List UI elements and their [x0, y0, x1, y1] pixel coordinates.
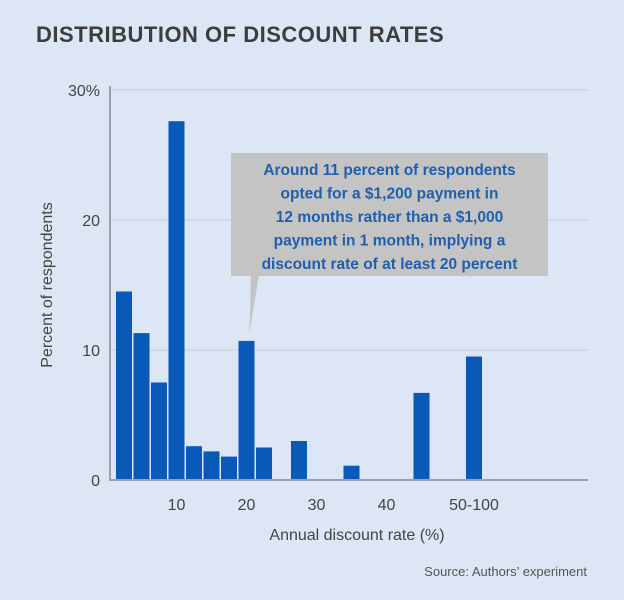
x-tick-label: 50-100	[449, 497, 499, 514]
bar	[116, 291, 132, 480]
callout-text-line: opted for a $1,200 payment in	[281, 186, 499, 203]
bar	[466, 356, 482, 480]
y-tick-label: 10	[82, 343, 100, 360]
bar	[168, 121, 185, 480]
x-tick-label: 20	[238, 497, 256, 514]
bar	[221, 456, 237, 480]
source-note: Source: Authors’ experiment	[424, 564, 587, 579]
bar	[186, 446, 202, 480]
bar	[256, 447, 272, 480]
x-tick-label: 10	[168, 497, 186, 514]
bar	[291, 441, 307, 480]
callout-text-line: 12 months rather than a $1,000	[276, 209, 503, 226]
callout-box	[231, 153, 548, 276]
x-tick-label: 40	[378, 497, 396, 514]
callout-text-line: discount rate of at least 20 percent	[262, 256, 518, 273]
bar	[343, 465, 360, 480]
callout-text-line: payment in 1 month, implying a	[274, 233, 506, 250]
bar	[133, 333, 150, 480]
bar	[238, 340, 255, 480]
callout-pointer	[249, 275, 259, 333]
y-tick-label: 30%	[68, 83, 100, 100]
x-axis-label: Annual discount rate (%)	[269, 527, 444, 544]
y-tick-label: 20	[82, 213, 100, 230]
bar	[413, 392, 430, 480]
bar	[151, 382, 167, 480]
bar	[203, 451, 220, 480]
chart-title: DISTRIBUTION OF DISCOUNT RATES	[36, 22, 445, 47]
y-axis-label: Percent of respondents	[39, 202, 56, 367]
x-tick-label: 30	[308, 497, 326, 514]
callout-text-line: Around 11 percent of respondents	[263, 162, 515, 179]
y-tick-label: 0	[91, 473, 100, 490]
